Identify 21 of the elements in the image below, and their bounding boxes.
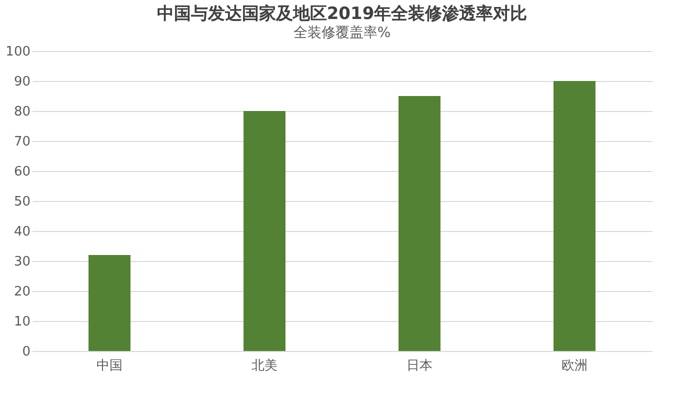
y-tick-label: 20 <box>14 284 30 300</box>
y-tick-label: 90 <box>14 74 30 90</box>
x-tick-label: 欧洲 <box>562 358 588 374</box>
bar <box>244 111 286 351</box>
y-tick-label: 30 <box>14 254 30 270</box>
chart-subtitle: 全装修覆盖率% <box>293 25 391 41</box>
y-tick-label: 80 <box>14 104 30 120</box>
y-tick-label: 10 <box>14 314 30 330</box>
bar <box>554 81 596 351</box>
y-tick-label: 0 <box>22 344 30 360</box>
x-tick-label: 北美 <box>252 358 278 374</box>
x-tick-label: 日本 <box>406 358 432 374</box>
y-tick-label: 60 <box>14 164 30 180</box>
y-tick-label: 50 <box>14 194 30 210</box>
chart-title: 中国与发达国家及地区2019年全装修渗透率对比 <box>156 4 528 24</box>
x-tick-label: 中国 <box>96 358 122 374</box>
y-tick-label: 40 <box>14 224 30 240</box>
bar <box>398 96 440 351</box>
y-tick-label: 100 <box>6 44 30 60</box>
bar <box>88 255 130 351</box>
y-tick-label: 70 <box>14 134 30 150</box>
